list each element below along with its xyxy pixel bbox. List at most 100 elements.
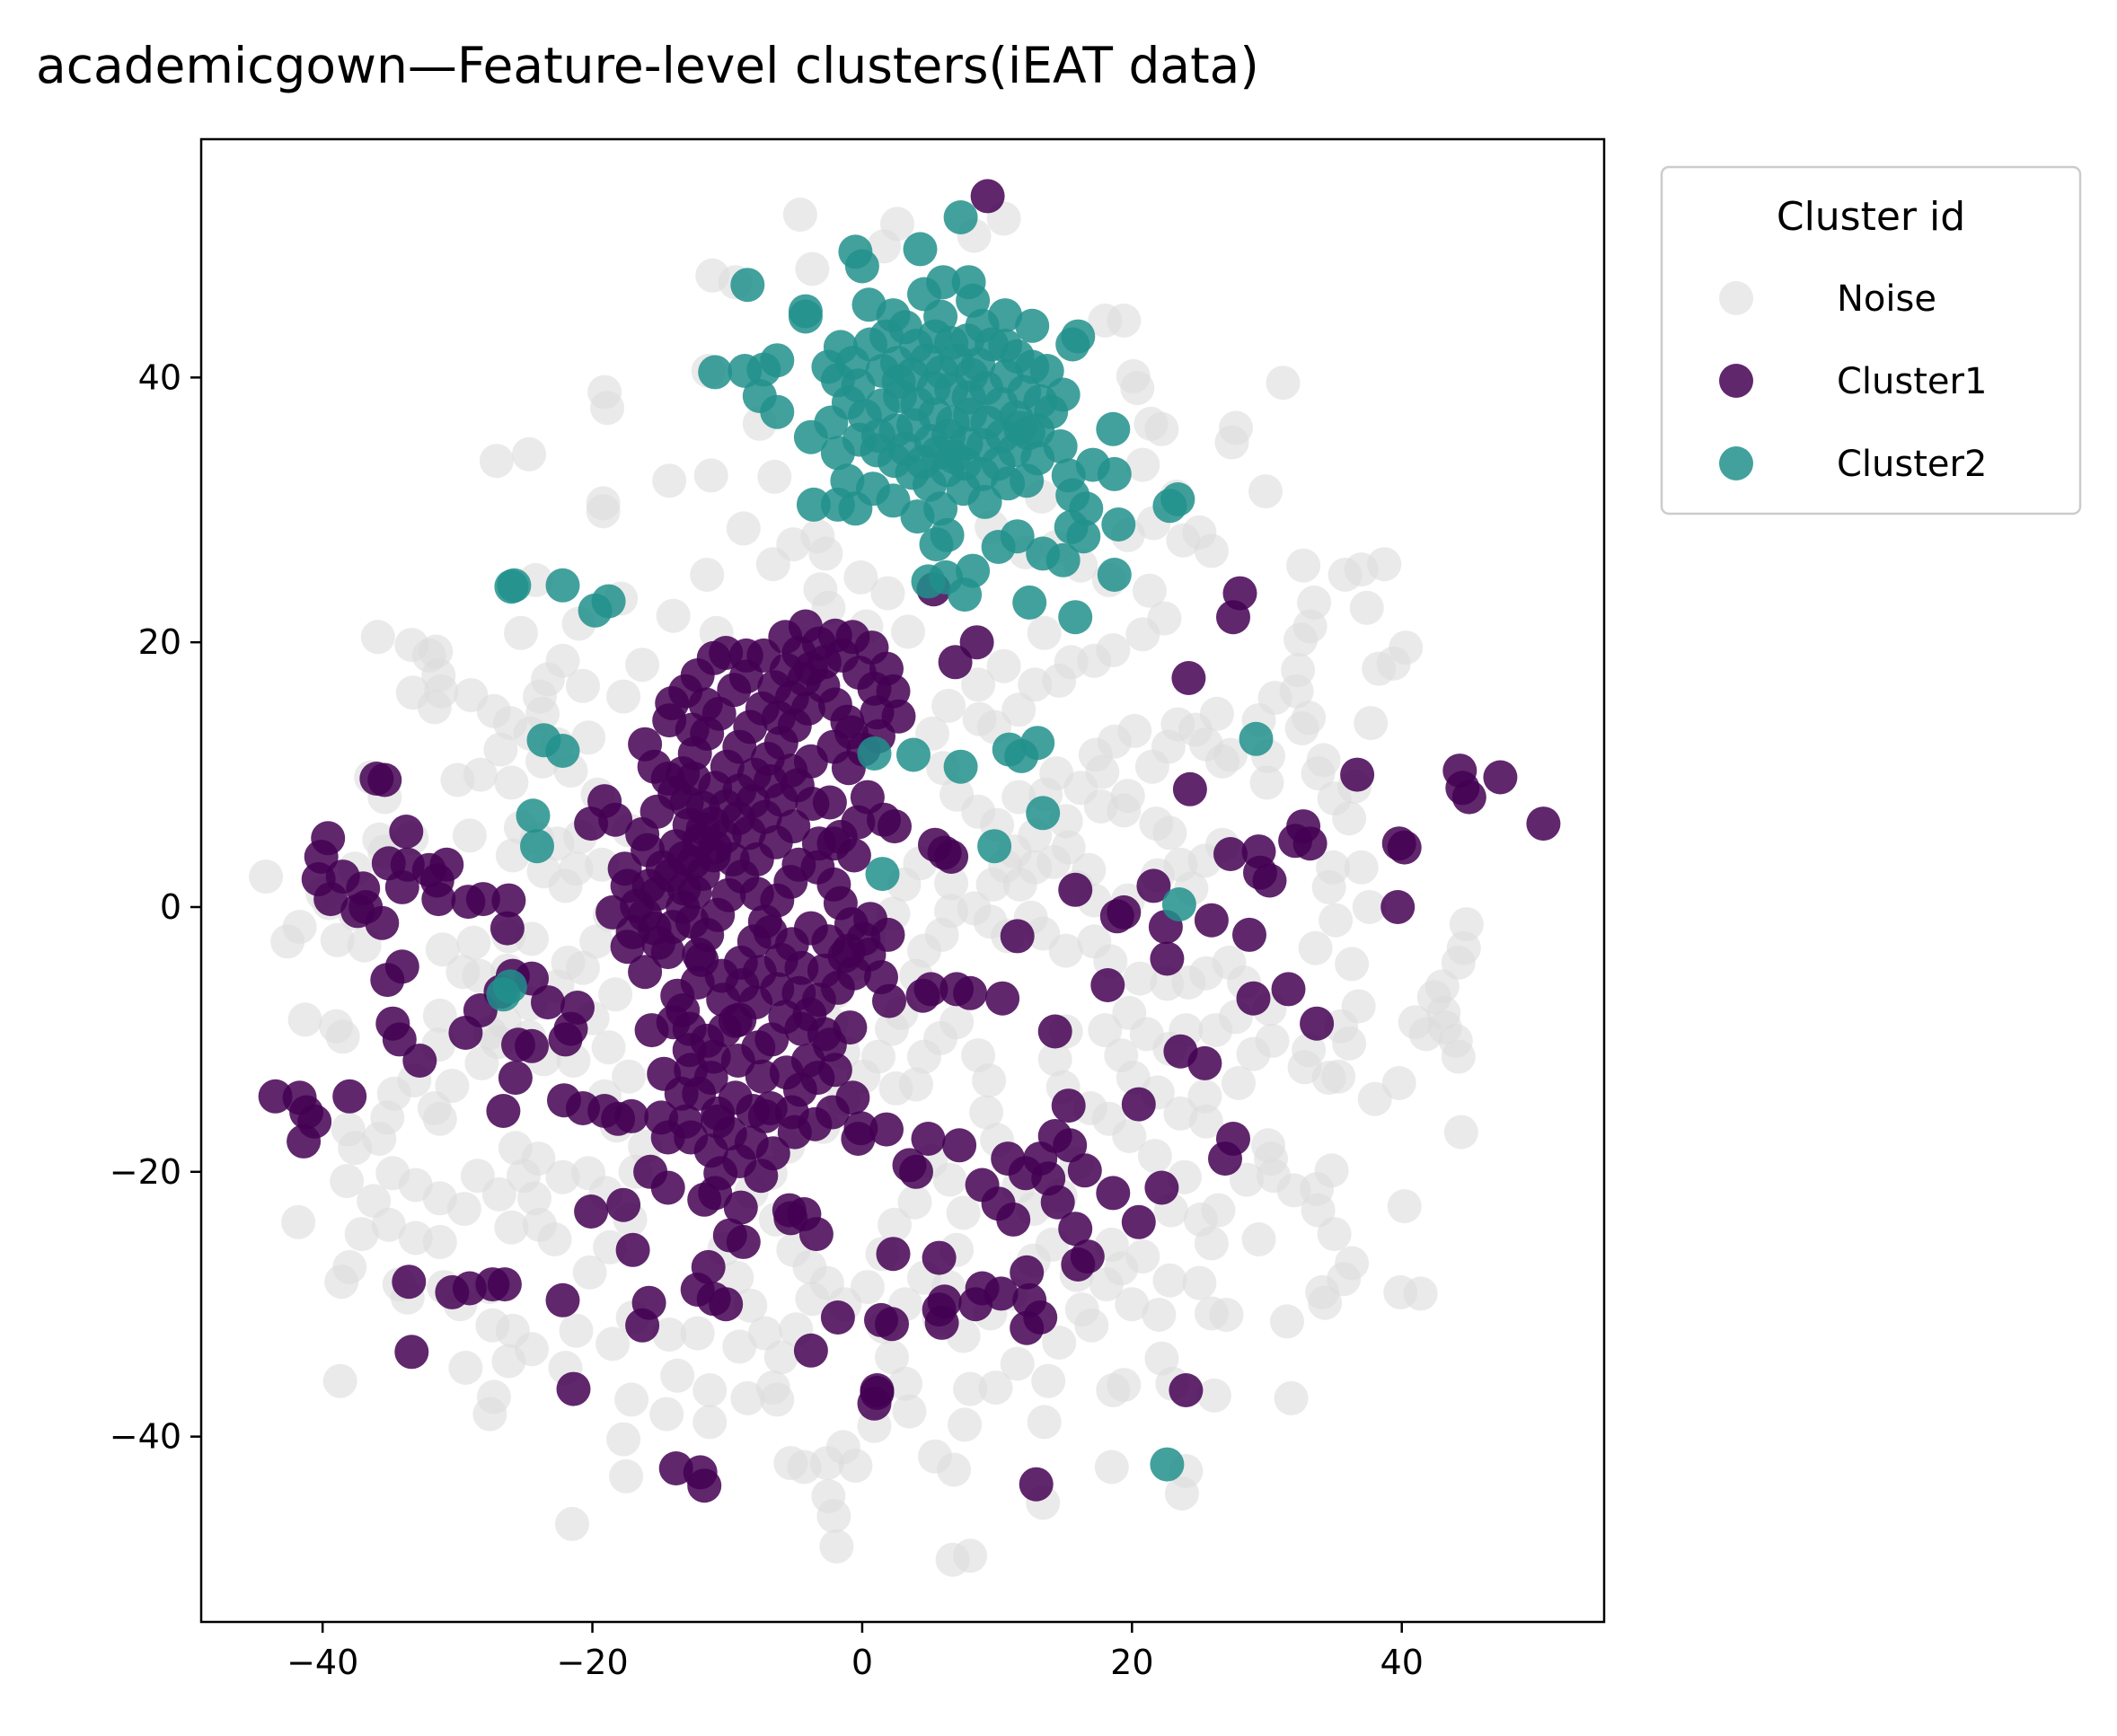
point-noise	[1096, 633, 1131, 667]
point-noise	[719, 1260, 754, 1295]
point-cluster1	[625, 1308, 660, 1343]
point-noise	[360, 620, 395, 655]
point-noise	[1196, 1378, 1231, 1413]
point-cluster2	[961, 347, 996, 382]
point-cluster1	[389, 815, 424, 849]
point-cluster1	[1150, 941, 1185, 976]
point-cluster1	[965, 1271, 1000, 1306]
point-cluster1	[970, 179, 1005, 214]
point-noise	[1367, 547, 1402, 582]
point-cluster1	[1172, 771, 1207, 806]
point-noise	[726, 511, 761, 546]
point-cluster1	[1037, 1014, 1072, 1049]
point-noise	[934, 866, 969, 901]
point-cluster1	[666, 993, 701, 1027]
point-cluster1	[864, 1302, 898, 1337]
point-noise	[1164, 1476, 1199, 1511]
point-noise	[362, 1122, 397, 1156]
point-cluster1	[1292, 826, 1328, 861]
point-cluster2	[1075, 447, 1110, 482]
point-noise	[586, 494, 621, 529]
point-noise	[422, 998, 457, 1033]
point-cluster1	[614, 1098, 649, 1133]
point-noise	[425, 932, 460, 967]
point-cluster2	[1034, 394, 1069, 429]
point-cluster2	[851, 287, 886, 322]
point-noise	[808, 536, 843, 571]
point-cluster1	[664, 1076, 699, 1111]
point-cluster2	[1020, 726, 1055, 761]
point-noise	[1251, 1128, 1285, 1163]
point-noise	[795, 1282, 830, 1317]
point-cluster2	[903, 232, 938, 267]
point-cluster1	[1121, 1204, 1156, 1239]
point-noise	[395, 675, 430, 710]
point-noise	[1341, 989, 1376, 1024]
point-cluster1	[715, 842, 750, 877]
point-noise	[692, 1373, 728, 1407]
point-cluster2	[823, 330, 858, 365]
point-noise	[483, 732, 518, 767]
point-cluster1	[1187, 1045, 1222, 1080]
point-cluster1	[1058, 1212, 1093, 1247]
point-noise	[1311, 1061, 1346, 1096]
point-noise	[1349, 590, 1384, 625]
point-noise	[287, 1002, 322, 1037]
point-cluster1	[1387, 830, 1422, 865]
point-noise	[1137, 1139, 1172, 1174]
point-noise	[1042, 1326, 1077, 1360]
point-noise	[1182, 1265, 1217, 1300]
point-cluster1	[574, 806, 609, 842]
point-cluster1	[872, 983, 906, 1018]
point-noise	[1163, 1096, 1198, 1131]
point-noise	[591, 1030, 626, 1065]
y-tick-label: 0	[160, 887, 181, 927]
point-noise	[1115, 1287, 1150, 1322]
point-cluster1	[640, 877, 675, 912]
point-cluster1	[781, 847, 816, 882]
point-noise	[652, 1317, 687, 1353]
point-noise	[579, 924, 614, 959]
y-tick-label: 40	[138, 357, 181, 397]
point-noise	[1316, 850, 1351, 885]
point-noise	[1134, 749, 1169, 784]
point-cluster1	[1340, 757, 1375, 792]
point-cluster1	[595, 894, 631, 930]
point-noise	[559, 1313, 594, 1348]
point-cluster2	[1239, 721, 1274, 756]
y-tick-label: −40	[110, 1417, 181, 1457]
point-noise	[961, 1038, 996, 1073]
point-cluster1	[876, 1237, 911, 1272]
point-cluster1	[610, 930, 645, 965]
legend-marker-cluster1	[1719, 364, 1753, 398]
point-noise	[733, 1288, 768, 1323]
point-cluster1	[938, 645, 973, 680]
point-cluster1	[1380, 890, 1416, 924]
point-cluster2	[881, 364, 916, 399]
point-cluster1	[392, 1265, 427, 1300]
point-cluster2	[591, 584, 626, 619]
point-noise	[422, 1101, 457, 1136]
point-cluster2	[760, 343, 795, 378]
point-cluster1	[1012, 1282, 1047, 1317]
point-noise	[1078, 737, 1113, 772]
point-noise	[816, 1499, 851, 1534]
point-cluster1	[1144, 1170, 1179, 1205]
point-noise	[1297, 585, 1332, 620]
point-noise	[722, 1329, 757, 1364]
point-cluster1	[486, 1094, 521, 1128]
point-noise	[1048, 933, 1083, 968]
point-cluster1	[739, 877, 774, 912]
point-noise	[440, 762, 475, 798]
point-noise	[1425, 969, 1460, 1004]
point-cluster1	[1194, 903, 1229, 938]
point-noise	[888, 1366, 922, 1401]
point-noise	[1308, 1285, 1343, 1320]
point-cluster1	[301, 862, 336, 896]
point-noise	[1441, 945, 1476, 980]
point-noise	[1248, 474, 1283, 509]
point-cluster1	[1271, 972, 1306, 1007]
point-cluster2	[967, 484, 1002, 519]
axes-layer: −40 −20 0 20 40 −40 −20 0 20 40	[110, 137, 1606, 1682]
point-cluster1	[688, 687, 723, 722]
